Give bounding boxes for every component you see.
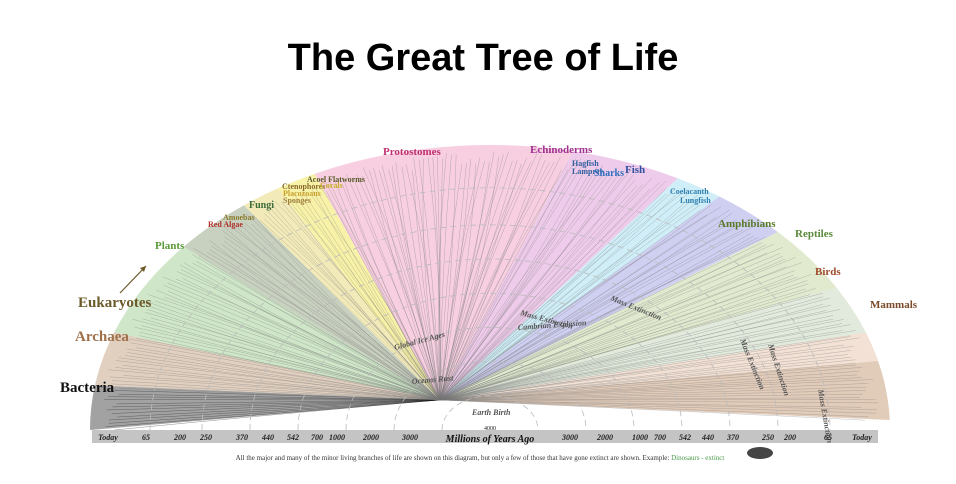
group-label: Reptiles xyxy=(795,228,834,240)
timeline-label: 65 xyxy=(142,433,150,442)
timeline-label: 200 xyxy=(173,433,186,442)
group-label: Protostomes xyxy=(383,146,442,158)
caption-highlight: Dinosaurs - extinct xyxy=(671,454,724,462)
group-label: Fungi xyxy=(249,200,274,211)
timeline-label: 2000 xyxy=(596,433,613,442)
timeline-label: Today xyxy=(98,433,118,442)
timeline-label: 1000 xyxy=(632,433,648,442)
event-label: Earth Birth xyxy=(471,408,511,417)
group-label: Eukaryotes xyxy=(78,295,152,311)
timeline-label: 250 xyxy=(199,433,212,442)
group-label: Amphibians xyxy=(718,218,776,230)
group-label: Red Algae xyxy=(208,220,243,229)
group-label: Sponges xyxy=(283,196,311,205)
timeline-label: 542 xyxy=(287,433,299,442)
group-label: Fish xyxy=(625,164,645,176)
caption: All the major and many of the minor livi… xyxy=(236,454,725,462)
group-label: Plants xyxy=(155,240,185,252)
title: The Great Tree of Life xyxy=(288,37,679,79)
timeline-label: 250 xyxy=(761,433,774,442)
group-label: Corals xyxy=(320,181,343,190)
timeline-label: 440 xyxy=(261,433,274,442)
timeline-label: 700 xyxy=(654,433,666,442)
timeline-label: 542 xyxy=(679,433,691,442)
caption-text: All the major and many of the minor livi… xyxy=(236,454,670,462)
timeline-label: 440 xyxy=(701,433,714,442)
timeline-label: 2000 xyxy=(362,433,379,442)
group-label: Archaea xyxy=(75,329,129,345)
timeline-label: 700 xyxy=(311,433,323,442)
group-label: Coelacanth xyxy=(670,187,709,196)
group-label: Bacteria xyxy=(60,380,115,396)
timeline-label: 370 xyxy=(235,433,248,442)
group-label: Mammals xyxy=(870,299,918,311)
timeline-label: 3000 xyxy=(401,433,418,442)
timeline-label: Today xyxy=(852,433,872,442)
timeline-center: 4000 xyxy=(484,426,496,432)
group-label: Birds xyxy=(815,266,841,278)
dinosaur-icon xyxy=(747,447,773,459)
tree-of-life: The Great Tree of Life All the major and… xyxy=(0,0,956,484)
page: The Great Tree of Life All the major and… xyxy=(0,0,956,484)
group-label: Sharks xyxy=(594,168,624,179)
group-label: Lungfish xyxy=(680,196,711,205)
timeline-axis-label: Millions of Years Ago xyxy=(445,434,535,445)
timeline-label: 200 xyxy=(783,433,796,442)
group-label: Echinoderms xyxy=(530,144,593,156)
timeline-label: 1000 xyxy=(329,433,345,442)
timeline-label: 65 xyxy=(824,433,832,442)
timeline-label: 3000 xyxy=(561,433,578,442)
timeline-label: 370 xyxy=(726,433,739,442)
